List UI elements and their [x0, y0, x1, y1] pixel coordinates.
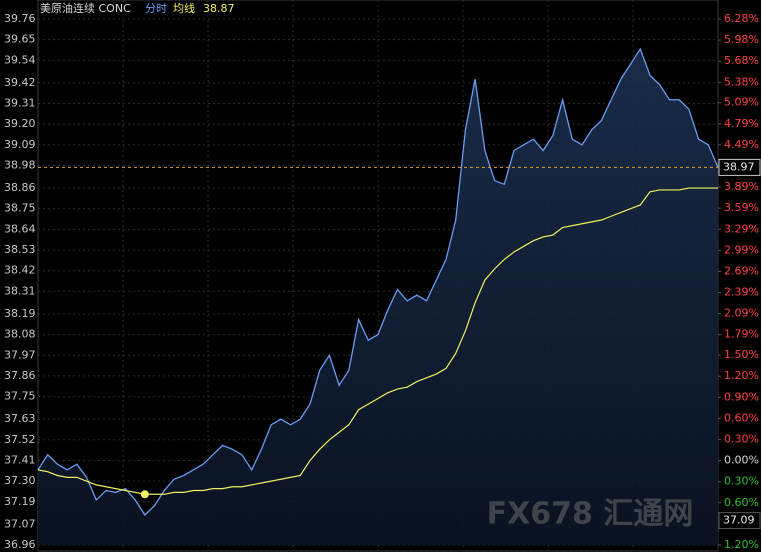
y2-tick-label: 2.69%	[724, 264, 759, 277]
y-tick-label: 39.31	[4, 97, 36, 110]
y2-tick-label: 0.30%	[724, 475, 759, 488]
y-tick-label: 39.65	[4, 33, 36, 46]
y-tick-label: 38.86	[4, 181, 36, 194]
y-tick-label: 38.75	[4, 202, 36, 215]
y2-tick-label: 1.20%	[724, 369, 759, 382]
y2-tick-label: 3.29%	[724, 222, 759, 235]
legend-entry: 均线	[173, 1, 195, 15]
y-tick-label: 39.54	[4, 53, 36, 66]
y2-tick-label: 3.89%	[724, 180, 759, 193]
y2-tick-label: 4.79%	[724, 117, 759, 130]
y2-tick-label: 3.59%	[724, 201, 759, 214]
y2-tick-label: 1.20%	[724, 538, 759, 551]
y-tick-label: 39.76	[4, 12, 36, 25]
y-tick-label: 37.86	[4, 369, 36, 382]
y-tick-label: 37.63	[4, 412, 36, 425]
y-tick-label: 37.75	[4, 390, 36, 403]
watermark: FX678 汇通网	[487, 497, 694, 532]
y2-tick-label: 2.39%	[724, 286, 759, 299]
y-tick-label: 38.31	[4, 284, 36, 297]
y-tick-label: 38.64	[4, 222, 36, 235]
y2-tick-label: 0.90%	[724, 390, 759, 403]
y-tick-label: 38.08	[4, 328, 36, 341]
avg-line	[37, 187, 718, 495]
y-tick-label: 36.96	[4, 538, 36, 551]
y2-tick-label: 0.60%	[724, 496, 759, 509]
y2-tick-label: 5.68%	[724, 54, 759, 67]
y-tick-label: 39.42	[4, 76, 36, 89]
chart-title: 美原油连续 CONC	[40, 1, 131, 15]
y2-tick-label: 0.00%	[724, 454, 759, 467]
legend-entry: 分时	[145, 2, 167, 15]
avg-marker	[140, 490, 149, 499]
y-tick-label: 39.09	[4, 138, 36, 151]
y2-tick-label: 2.09%	[724, 307, 759, 320]
y2-tick-label: 1.50%	[724, 348, 759, 361]
y-tick-label: 37.97	[4, 348, 36, 361]
y2-tick-label: 5.98%	[724, 33, 759, 46]
y2-tick-label: 0.30%	[724, 433, 759, 446]
y2-tick-label: 4.49%	[724, 138, 759, 151]
y2-tick-label: 1.79%	[724, 328, 759, 341]
y-tick-label: 38.42	[4, 264, 36, 277]
avg-value: 38.87	[203, 2, 235, 15]
y-tick-label: 38.19	[4, 307, 36, 320]
y-tick-label: 37.07	[4, 517, 36, 530]
price-line	[37, 47, 719, 516]
y-tick-label: 37.30	[4, 474, 36, 487]
y-tick-label: 37.19	[4, 495, 36, 508]
y-tick-label: 37.52	[4, 433, 36, 446]
y-tick-label: 38.98	[4, 159, 36, 172]
y-tick-label: 39.20	[4, 117, 36, 130]
y-tick-label: 38.53	[4, 243, 36, 256]
y2-tick-label: 6.28%	[724, 12, 759, 25]
y-tick-label: 37.41	[4, 453, 36, 466]
current-price-box	[718, 158, 761, 176]
y2-tick-label: 2.99%	[724, 243, 759, 256]
price-area	[38, 49, 718, 546]
y2-tick-label: 5.38%	[724, 75, 759, 88]
low-price-box	[718, 512, 761, 530]
low-price-label: 37.09	[723, 514, 755, 527]
y2-tick-label: 0.60%	[724, 411, 759, 424]
current-price-label: 38.97	[723, 160, 755, 173]
y2-tick-label: 5.09%	[724, 96, 759, 109]
